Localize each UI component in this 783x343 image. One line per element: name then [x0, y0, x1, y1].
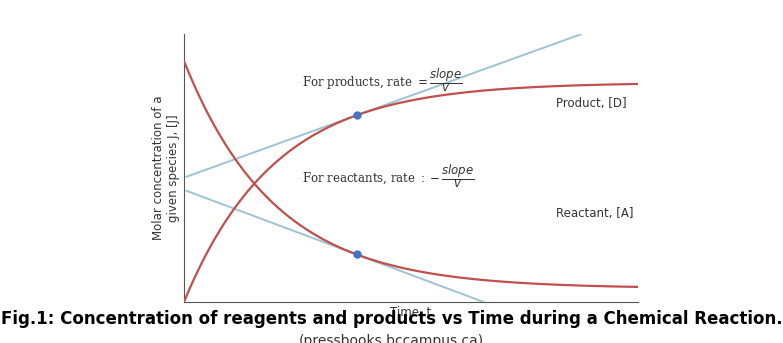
Text: Product, [D]: Product, [D] [557, 97, 627, 110]
Text: (pressbooks.bccampus.ca): (pressbooks.bccampus.ca) [299, 334, 484, 343]
Text: Reactant, [A]: Reactant, [A] [557, 207, 634, 220]
X-axis label: Time, t: Time, t [391, 306, 431, 319]
Y-axis label: Molar concentration of a
given species J, [J]: Molar concentration of a given species J… [152, 96, 180, 240]
Text: Fig.1: Concentration of reagents and products vs Time during a Chemical Reaction: Fig.1: Concentration of reagents and pro… [1, 310, 782, 328]
Text: For products, rate $= \dfrac{\mathit{slope}}{v}$: For products, rate $= \dfrac{\mathit{slo… [302, 67, 463, 94]
Text: For reactants, rate $: -\dfrac{\mathit{slope}}{v}$: For reactants, rate $: -\dfrac{\mathit{s… [302, 163, 474, 190]
